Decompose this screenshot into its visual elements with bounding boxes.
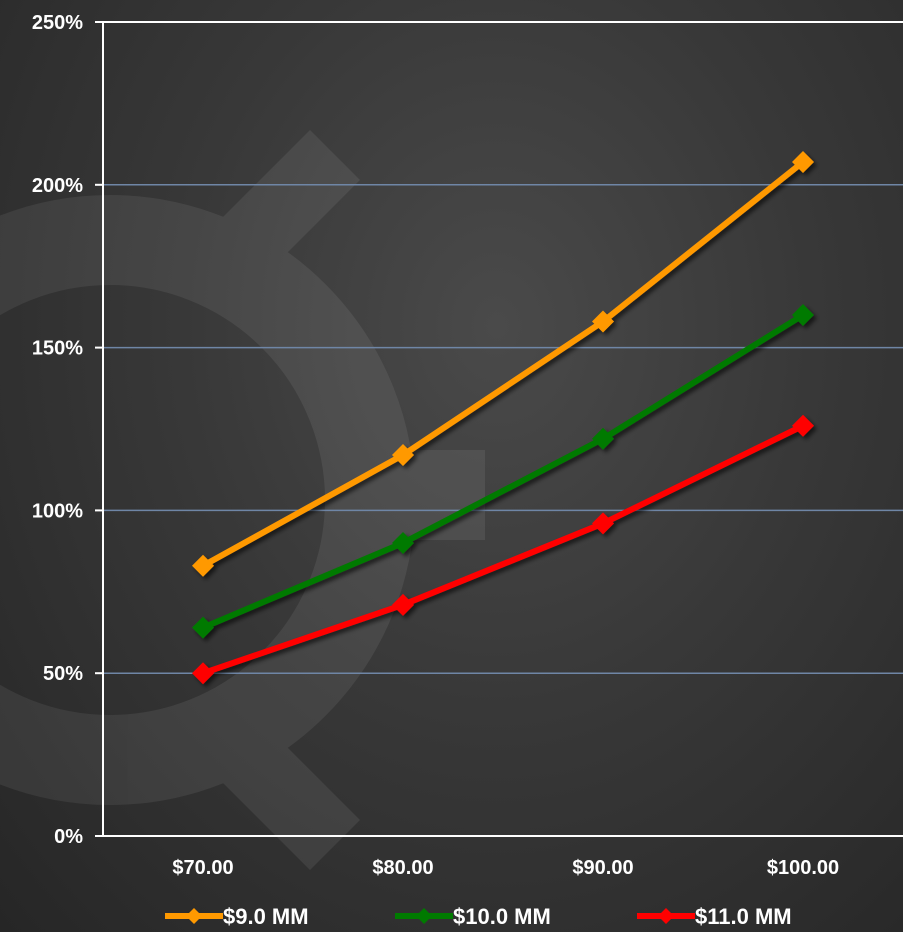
y-tick-label: 100%: [32, 500, 83, 522]
data-point-marker: [192, 554, 214, 577]
y-tick-label: 250%: [32, 12, 83, 34]
x-tick-label: $90.00: [572, 857, 633, 879]
y-tick-label: 0%: [54, 826, 83, 848]
gridlines: [103, 21, 903, 674]
legend-label: $11.0 MM: [695, 904, 792, 929]
y-tick-label: 50%: [43, 663, 83, 685]
data-point-marker: [392, 531, 414, 554]
legend-swatch-marker: [416, 908, 432, 924]
y-tick-labels: 0% 50% 100% 150% 200% 250%: [32, 12, 83, 848]
legend-item-2: $10.0 MM: [395, 904, 551, 929]
series-1: [192, 151, 814, 577]
data-point-marker: [592, 512, 614, 535]
x-tick-labels: $70.00 $80.00 $90.00 $100.00: [172, 857, 839, 879]
legend-label: $9.0 MM: [223, 904, 309, 929]
legend-item-1: $9.0 MM: [165, 904, 309, 929]
data-point-marker: [792, 151, 814, 174]
legend-swatch-marker: [658, 908, 674, 924]
series-3: [192, 414, 814, 685]
background-watermark: [0, 130, 485, 870]
legend: $9.0 MM $10.0 MM $11.0 MM: [165, 904, 792, 929]
data-point-marker: [792, 414, 814, 437]
y-tick-label: 150%: [32, 338, 83, 360]
legend-label: $10.0 MM: [453, 904, 551, 929]
data-point-marker: [592, 427, 614, 450]
data-point-marker: [792, 304, 814, 327]
x-tick-label: $80.00: [372, 857, 433, 879]
data-point-marker: [592, 310, 614, 333]
y-tick-label: 200%: [32, 175, 83, 197]
x-tick-label: $100.00: [767, 857, 839, 879]
series-line: [200, 159, 806, 569]
data-point-marker: [392, 593, 414, 616]
axes: [95, 21, 903, 837]
data-point-marker: [392, 444, 414, 467]
series-2: [192, 304, 814, 639]
x-tick-label: $70.00: [172, 857, 233, 879]
series-line: [200, 422, 806, 677]
series-line: [200, 312, 806, 631]
series-lines: [192, 151, 814, 685]
legend-swatch-marker: [186, 908, 202, 924]
data-point-marker: [192, 662, 214, 685]
data-point-marker: [192, 616, 214, 639]
legend-item-3: $11.0 MM: [637, 904, 792, 929]
